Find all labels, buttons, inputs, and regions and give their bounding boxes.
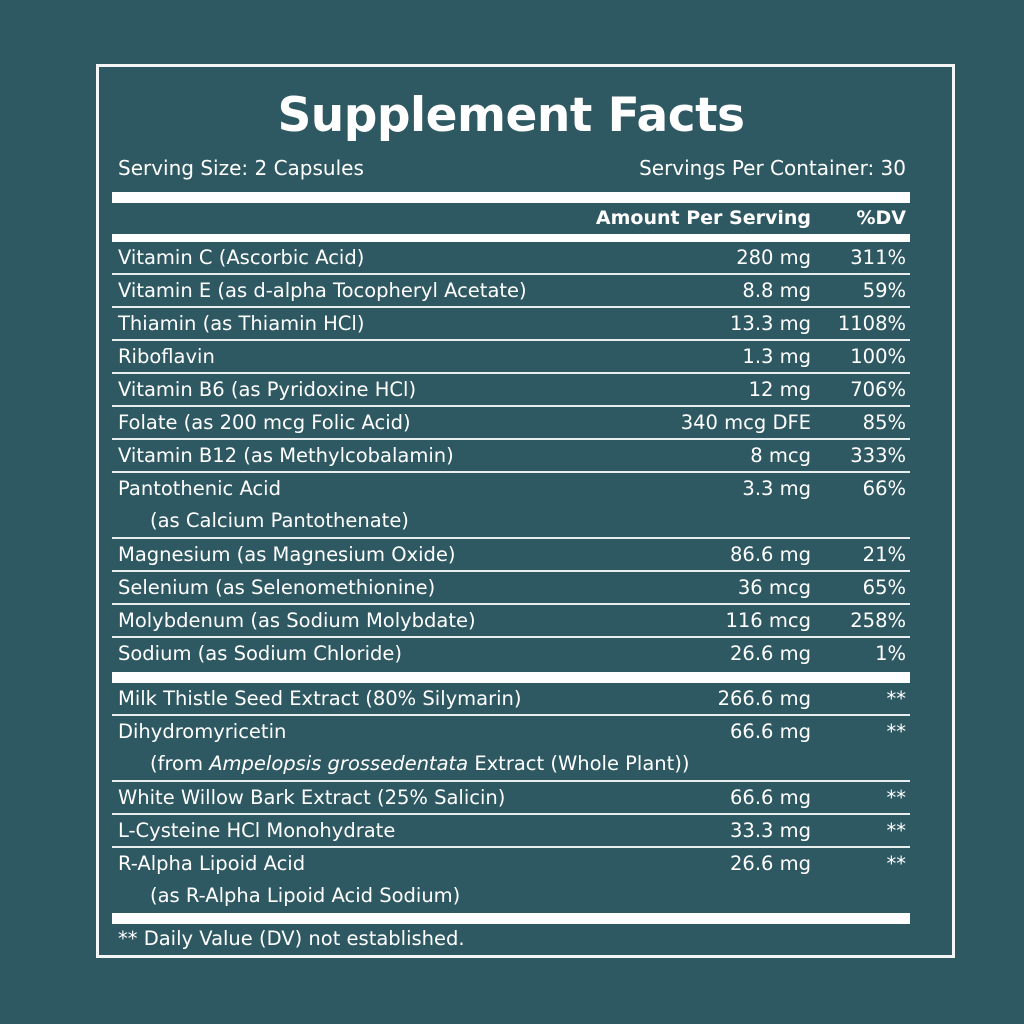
nutrient-name: Riboflavin [118, 345, 215, 368]
daily-value: 85% [862, 411, 906, 434]
source-prefix: (from [150, 752, 210, 775]
table-row: L-Cysteine HCl Monohydrate 33.3 mg ** [112, 815, 910, 848]
daily-value: ** [886, 687, 907, 710]
nutrient-name: Molybdenum (as Sodium Molybdate) [118, 609, 476, 632]
table-row: Sodium (as Sodium Chloride) 26.6 mg 1% [112, 638, 910, 669]
table-row: Vitamin C (Ascorbic Acid) 280 mg 311% [112, 242, 910, 275]
daily-value: 100% [850, 345, 906, 368]
nutrient-name: Pantothenic Acid [118, 477, 281, 500]
daily-value: ** [886, 786, 907, 809]
nutrient-name: White Willow Bark Extract (25% Salicin) [118, 786, 506, 809]
table-row: White Willow Bark Extract (25% Salicin) 6… [112, 782, 910, 815]
footnote: ** Daily Value (DV) not established. [118, 927, 465, 950]
vitamins-list: Vitamin C (Ascorbic Acid) 280 mg 311% Vitam… [112, 242, 910, 669]
amount: 26.6 mg [730, 642, 811, 665]
amount-header: Amount Per Serving [595, 207, 811, 229]
table-row: Folate (as 200 mcg Folic Acid) 340 mcg DF… [112, 407, 910, 440]
label-border [96, 64, 955, 958]
amount: 12 mg [748, 378, 811, 401]
daily-value: 1% [875, 642, 906, 665]
nutrient-source: (as R-Alpha Lipoid Acid Sodium) [150, 884, 461, 907]
servings-per-container: Servings Per Container: 30 [639, 156, 906, 180]
dv-header: %DV [856, 207, 906, 229]
daily-value: 333% [850, 444, 906, 467]
table-row: Selenium (as Selenomethionine) 36 mcg 65% [112, 572, 910, 605]
nutrient-source: (as Calcium Pantothenate) [150, 509, 409, 532]
serving-size: Serving Size: 2 Capsules [118, 156, 364, 180]
table-row: Dihydromyricetin (from Ampelopsis grossed… [112, 716, 910, 782]
amount: 1.3 mg [742, 345, 811, 368]
nutrient-name: Magnesium (as Magnesium Oxide) [118, 543, 456, 566]
nutrient-name: Selenium (as Selenomethionine) [118, 576, 436, 599]
daily-value: 258% [850, 609, 906, 632]
medium-divider [112, 234, 910, 242]
thick-divider [112, 192, 910, 203]
source-suffix: Extract (Whole Plant)) [468, 752, 690, 775]
daily-value: ** [886, 720, 907, 743]
amount: 36 mcg [737, 576, 811, 599]
thick-divider [112, 672, 910, 683]
table-row: Vitamin B6 (as Pyridoxine HCl) 12 mg 706% [112, 374, 910, 407]
amount: 266.6 mg [717, 687, 811, 710]
nutrient-name: Dihydromyricetin [118, 720, 287, 743]
daily-value: 311% [850, 246, 906, 269]
nutrient-source: (from Ampelopsis grossedentata Extract (… [112, 747, 910, 780]
amount: 3.3 mg [742, 477, 811, 500]
nutrient-name: Vitamin E (as d-alpha Tocopheryl Acetate… [118, 279, 527, 302]
daily-value: ** [886, 819, 907, 842]
nutrient-name: L-Cysteine HCl Monohydrate [118, 819, 396, 842]
table-row: Vitamin B12 (as Methylcobalamin) 8 mcg 333… [112, 440, 910, 473]
species-name: Ampelopsis grossedentata [209, 752, 469, 775]
amount: 8 mcg [750, 444, 811, 467]
table-row: Molybdenum (as Sodium Molybdate) 116 mcg 2… [112, 605, 910, 638]
nutrient-name: Sodium (as Sodium Chloride) [118, 642, 402, 665]
table-row: Pantothenic Acid (as Calcium Pantothenate… [112, 473, 910, 539]
thick-divider [112, 913, 910, 924]
amount: 66.6 mg [730, 786, 811, 809]
daily-value: ** [886, 852, 907, 875]
amount: 116 mcg [725, 609, 811, 632]
daily-value: 21% [862, 543, 906, 566]
daily-value: 59% [862, 279, 906, 302]
column-header: Amount Per Serving %DV [112, 205, 910, 233]
table-row: Magnesium (as Magnesium Oxide) 86.6 mg 21% [112, 539, 910, 572]
nutrient-name: R-Alpha Lipoid Acid [118, 852, 306, 875]
amount: 86.6 mg [730, 543, 811, 566]
daily-value: 66% [862, 477, 906, 500]
table-row: Vitamin E (as d-alpha Tocopheryl Acetate… [112, 275, 910, 308]
daily-value: 1108% [837, 312, 906, 335]
amount: 13.3 mg [730, 312, 811, 335]
table-row: Milk Thistle Seed Extract (80% Silymarin… [112, 683, 910, 716]
nutrient-name: Folate (as 200 mcg Folic Acid) [118, 411, 411, 434]
page-title: Supplement Facts [277, 88, 745, 143]
amount: 33.3 mg [730, 819, 811, 842]
amount: 280 mg [736, 246, 811, 269]
daily-value: 706% [850, 378, 906, 401]
nutrient-name: Vitamin B6 (as Pyridoxine HCl) [118, 378, 417, 401]
nutrient-name: Milk Thistle Seed Extract (80% Silymarin… [118, 687, 522, 710]
amount: 8.8 mg [742, 279, 811, 302]
amount: 340 mcg DFE [680, 411, 811, 434]
amount: 26.6 mg [730, 852, 811, 875]
table-row: Thiamin (as Thiamin HCl) 13.3 mg 1108% [112, 308, 910, 341]
amount: 66.6 mg [730, 720, 811, 743]
table-row: R-Alpha Lipoid Acid (as R-Alpha Lipoid Ac… [112, 848, 910, 912]
nutrient-name: Vitamin C (Ascorbic Acid) [118, 246, 365, 269]
table-row: Riboflavin 1.3 mg 100% [112, 341, 910, 374]
nutrient-name: Vitamin B12 (as Methylcobalamin) [118, 444, 454, 467]
extracts-list: Milk Thistle Seed Extract (80% Silymarin… [112, 683, 910, 912]
daily-value: 65% [862, 576, 906, 599]
nutrient-name: Thiamin (as Thiamin HCl) [118, 312, 365, 335]
